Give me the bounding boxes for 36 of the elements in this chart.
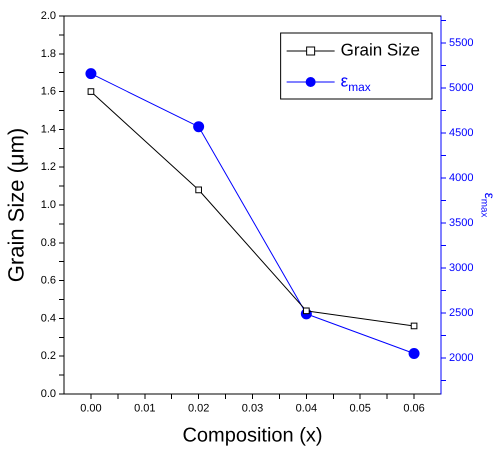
- y-tick-label: 0.0: [40, 388, 56, 400]
- y-tick-label: 1.8: [40, 48, 56, 60]
- y2-tick-label: 2000: [449, 352, 474, 364]
- y-tick-label: 1.0: [40, 199, 56, 212]
- x-tick-label: 0.05: [350, 402, 371, 415]
- y-axis-title: Grain Size (μm): [3, 128, 28, 282]
- y2-tick-label: 4000: [449, 172, 474, 184]
- y-tick-label: 0.6: [40, 274, 56, 287]
- point: [195, 186, 202, 194]
- y-tick-label: 1.4: [40, 123, 56, 136]
- y2-tick-label: 5500: [449, 37, 474, 50]
- legend-label: Grain Size: [340, 40, 420, 60]
- point: [410, 322, 418, 330]
- x-axis-title: Composition (x): [182, 424, 323, 447]
- y-tick-label: 1.6: [40, 86, 56, 98]
- point: [85, 68, 96, 80]
- y2-tick-label: 4500: [449, 127, 474, 140]
- y2-tick-label: 3500: [449, 217, 474, 230]
- point: [88, 88, 94, 95]
- y-tick-label: 0.8: [40, 236, 56, 249]
- point: [408, 348, 420, 359]
- x-tick-label: 0.04: [296, 402, 318, 415]
- y-tick-label: 0.4: [40, 312, 56, 324]
- x-tick-label: 0.06: [403, 402, 425, 415]
- y-tick-label: 1.2: [40, 161, 56, 174]
- x-tick-label: 0.00: [80, 402, 102, 415]
- x-tick-label: 0.03: [242, 402, 264, 415]
- y2-tick-label: 5000: [449, 82, 474, 94]
- y2-axis-title: εmax: [478, 192, 498, 218]
- x-tick-label: 0.02: [188, 402, 210, 415]
- point: [193, 121, 204, 132]
- y2-tick-label: 3000: [449, 262, 474, 274]
- x-tick-label: 0.01: [134, 402, 156, 415]
- y2-tick-label: 2500: [449, 307, 474, 320]
- y-tick-label: 0.2: [40, 350, 56, 362]
- y-tick-label: 2.0: [40, 10, 56, 22]
